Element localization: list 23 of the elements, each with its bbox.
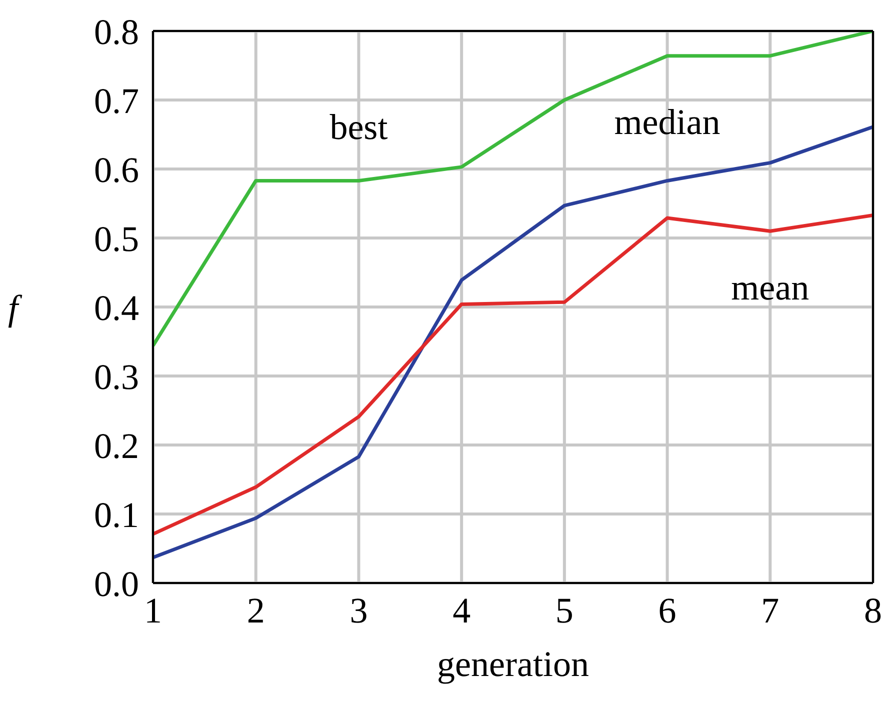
y-tick-label: 0.5 <box>94 218 139 259</box>
x-axis-title: generation <box>437 644 589 684</box>
x-tick-label: 1 <box>144 590 162 631</box>
line-series <box>153 213 873 536</box>
y-tick-label: 0.3 <box>94 356 139 397</box>
y-tick-label: 0.1 <box>94 494 139 535</box>
x-tick-label: 3 <box>350 590 368 631</box>
y-tick-label: 0.7 <box>94 80 139 121</box>
x-tick-label: 8 <box>864 590 882 631</box>
x-tick-label: 4 <box>452 590 471 631</box>
y-tick-label: 0.6 <box>94 150 139 190</box>
y-axis-title: f <box>8 288 23 328</box>
x-tick-label: 6 <box>658 590 676 631</box>
series-label: mean <box>731 267 810 308</box>
y-tick-label: 0.0 <box>94 564 139 604</box>
y-tick-label: 0.2 <box>94 426 139 466</box>
series-label: best <box>330 106 388 147</box>
y-tick-label: 0.8 <box>94 12 139 52</box>
series-label: median <box>614 102 720 142</box>
x-tick-label: 2 <box>246 590 265 631</box>
x-tick-label: 7 <box>761 590 780 631</box>
y-tick-label: 0.4 <box>94 288 139 328</box>
x-tick-label: 5 <box>555 590 574 631</box>
